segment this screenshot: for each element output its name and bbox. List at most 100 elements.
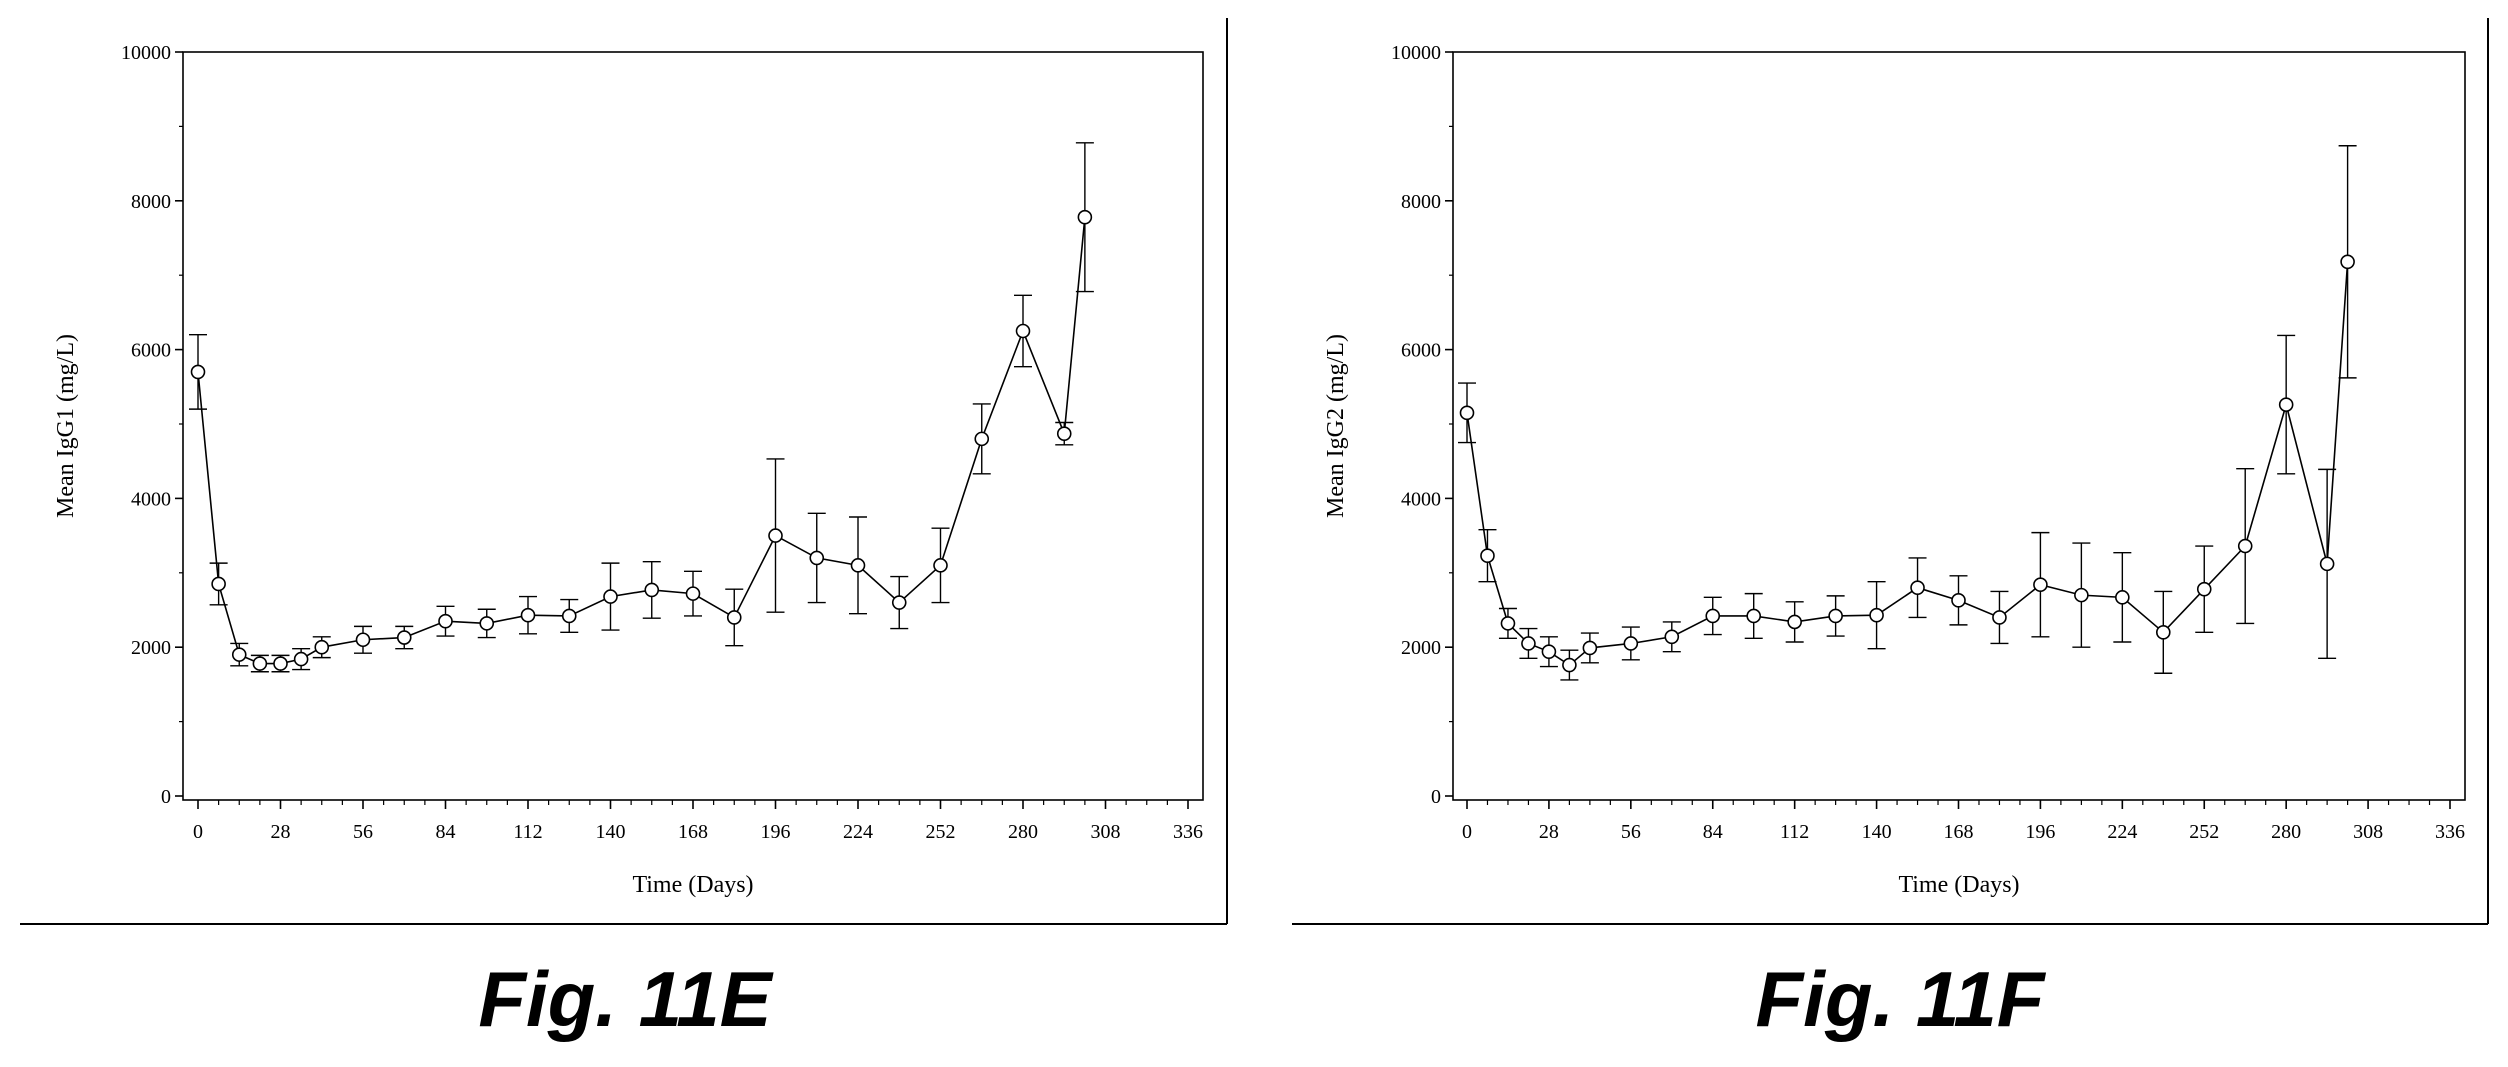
- y-tick-label: 8000: [1401, 191, 1441, 213]
- data-point: [1787, 614, 1802, 630]
- x-axis-title: Time (Days): [632, 872, 753, 898]
- x-tick-label: 280: [1008, 821, 1038, 843]
- x-tick-label: 28: [271, 821, 291, 843]
- y-tick-label: 8000: [131, 191, 171, 213]
- x-tick-label: 0: [1462, 821, 1472, 843]
- data-point: [933, 558, 948, 573]
- data-point: [293, 651, 309, 667]
- y-tick-label: 6000: [131, 340, 171, 362]
- x-tick-label: 280: [2271, 821, 2301, 843]
- y-tick-label: 4000: [131, 488, 171, 510]
- x-tick-label: 112: [1780, 821, 1809, 843]
- data-point: [603, 589, 618, 604]
- data-point: [211, 576, 226, 592]
- x-tick-label: 196: [2025, 821, 2055, 843]
- data-point: [314, 639, 330, 655]
- panel-frame-right: [1292, 18, 2489, 925]
- data-point: [726, 610, 742, 625]
- data-point: [1480, 548, 1495, 563]
- data-point: [396, 630, 412, 645]
- data-point: [231, 647, 247, 662]
- x-tick-label: 224: [2107, 821, 2137, 843]
- y-tick-label: 0: [161, 786, 171, 808]
- x-tick-label: 308: [1091, 821, 1121, 843]
- x-tick-label: 84: [436, 821, 456, 843]
- data-point: [190, 364, 206, 380]
- data-point: [2115, 590, 2130, 605]
- x-tick-label: 308: [2353, 821, 2383, 843]
- y-tick-label: 0: [1431, 786, 1441, 808]
- x-tick-label: 196: [761, 821, 791, 843]
- figure-caption-11e: Fig. 11E: [478, 955, 773, 1043]
- data-point: [2340, 254, 2355, 270]
- chart-igg1: 0 2000 4000 6000 8000 10000 0 28 56 84 112 140 168 19…: [53, 42, 1204, 898]
- series-line: [1466, 261, 2349, 667]
- data-point: [850, 558, 866, 573]
- data-point: [974, 431, 990, 447]
- data-point: [479, 616, 495, 631]
- series-line: [197, 217, 1086, 665]
- data-point: [1500, 616, 1516, 631]
- data-point: [809, 550, 825, 566]
- x-tick-label: 252: [2189, 821, 2219, 843]
- data-point: [438, 613, 453, 629]
- data-point: [252, 656, 268, 671]
- plot-frame: [182, 51, 1204, 801]
- x-tick-label: 56: [353, 821, 373, 843]
- data-point: [1664, 629, 1680, 645]
- x-tick-label: 140: [596, 821, 626, 843]
- data-point: [1582, 640, 1598, 656]
- x-tick-label: 28: [1539, 821, 1559, 843]
- data-point: [685, 586, 701, 601]
- data-point: [2319, 556, 2335, 572]
- x-tick-label: 84: [1703, 821, 1723, 843]
- data-point: [768, 528, 783, 543]
- data-point: [2074, 587, 2089, 603]
- data-point: [273, 656, 288, 671]
- data-point: [2278, 397, 2294, 412]
- y-axis-title: Mean IgG2 (mg/L): [1323, 334, 1349, 518]
- x-tick-label: 168: [678, 821, 708, 843]
- data-point: [1910, 580, 1925, 595]
- data-point: [1705, 608, 1721, 624]
- data-point: [1562, 657, 1577, 673]
- y-tick-label: 4000: [1401, 488, 1441, 510]
- data-point: [891, 595, 907, 610]
- y-axis-title: Mean IgG1 (mg/L): [53, 334, 79, 518]
- data-point: [1828, 608, 1843, 624]
- data-point: [2155, 625, 2171, 640]
- data-point: [2033, 577, 2048, 593]
- data-point: [561, 608, 577, 624]
- data-point: [1521, 636, 1536, 651]
- x-tick-label: 336: [2435, 821, 2465, 843]
- data-point: [1951, 593, 1966, 608]
- figure-caption-11f: Fig. 11F: [1756, 955, 2047, 1043]
- data-point: [1746, 608, 1762, 624]
- x-tick-label: 112: [513, 821, 542, 843]
- x-tick-label: 224: [843, 821, 873, 843]
- data-point: [2237, 538, 2253, 554]
- data-point: [1077, 209, 1093, 225]
- chart-igg2: 0 2000 4000 6000 8000 10000 0 28 56 84 112 140 168 19…: [1323, 42, 2466, 898]
- x-tick-label: 0: [193, 821, 203, 843]
- data-point: [1056, 426, 1072, 441]
- data-point: [355, 632, 371, 648]
- y-tick-label: 6000: [1401, 340, 1441, 362]
- y-tick-label: 2000: [1401, 637, 1441, 659]
- data-point: [1992, 610, 2007, 625]
- plot-frame: [1452, 51, 2466, 801]
- y-tick-label: 10000: [121, 42, 171, 64]
- data-point: [644, 582, 660, 598]
- panel-frame-left: [20, 18, 1228, 925]
- data-point: [1623, 636, 1639, 651]
- data-point: [1015, 323, 1031, 339]
- x-tick-label: 168: [1944, 821, 1974, 843]
- data-point: [1459, 405, 1475, 421]
- x-tick-label: 140: [1862, 821, 1892, 843]
- data-point: [2196, 581, 2212, 597]
- y-tick-label: 2000: [131, 637, 171, 659]
- x-tick-label: 252: [926, 821, 956, 843]
- data-point: [1541, 644, 1557, 659]
- x-tick-label: 336: [1173, 821, 1203, 843]
